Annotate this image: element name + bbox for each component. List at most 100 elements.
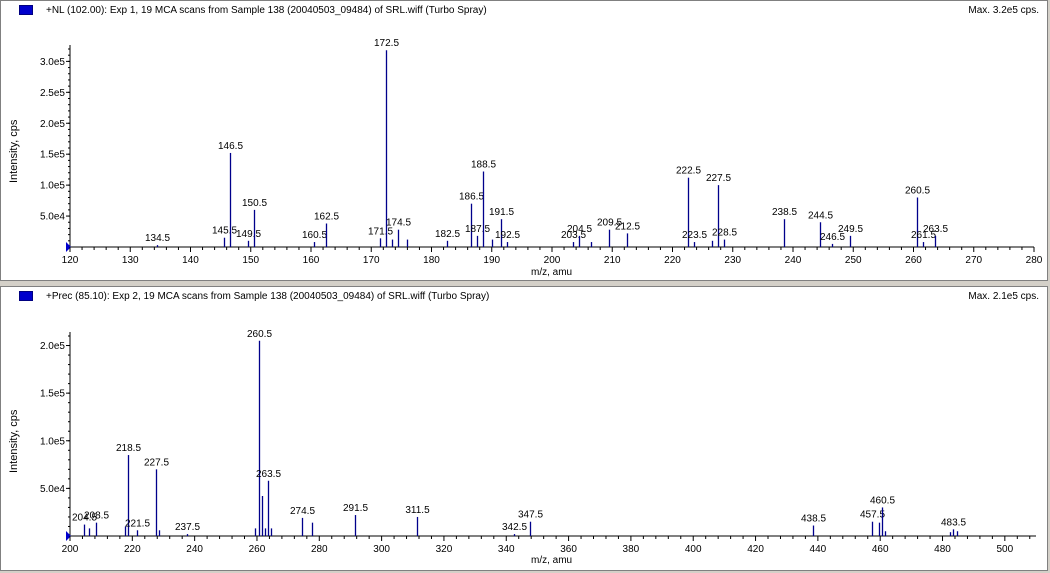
peak-label: 209.5 [597,218,622,229]
x-tick-label: 420 [747,544,764,555]
x-tick-label: 480 [934,544,951,555]
peak-label: 204.5 [567,224,592,235]
x-axis-label: m/z, amu [531,267,573,278]
x-tick-label: 220 [124,544,141,555]
peak-label: 249.5 [838,224,863,235]
x-tick-label: 210 [604,255,621,266]
axis-origin-marker-icon[interactable] [66,242,71,252]
peak-label: 192.5 [495,230,520,241]
peak-label: 457.5 [860,510,885,521]
x-axis-label: m/z, amu [531,555,573,566]
y-tick-label: 1.5e5 [40,150,65,161]
x-tick-label: 500 [996,544,1013,555]
y-tick-label: 1.0e5 [40,181,65,192]
x-tick-label: 260 [249,544,266,555]
peak-label: 238.5 [772,207,797,218]
axis-origin-marker-icon[interactable] [66,531,71,541]
peak-label: 263.5 [923,224,948,235]
peak-label: 149.5 [236,229,261,240]
peak-label: 203.5 [561,230,586,241]
series-marker-icon[interactable] [19,291,33,301]
peak-label: 146.5 [218,141,243,152]
peak-label: 227.5 [706,173,731,184]
peak-label: 186.5 [459,192,484,203]
x-tick-label: 400 [685,544,702,555]
peak-label: 263.5 [256,469,281,480]
x-tick-label: 270 [965,255,982,266]
peak-label: 246.5 [820,232,845,243]
peak-label: 182.5 [435,229,460,240]
peak-label: 347.5 [518,510,543,521]
peak-label: 204.5 [72,513,97,524]
max-intensity-label: Max. 3.2e5 cps. [968,5,1039,16]
x-tick-label: 220 [664,255,681,266]
peak-label: 191.5 [489,207,514,218]
peak-label: 160.5 [302,230,327,241]
x-tick-label: 180 [423,255,440,266]
peak-label: 187.5 [465,224,490,235]
peak-label: 171.5 [368,226,393,237]
peak-label: 227.5 [144,457,169,468]
panel-title: +Prec (85.10): Exp 2, 19 MCA scans from … [46,291,490,302]
x-tick-label: 240 [785,255,802,266]
x-tick-label: 230 [724,255,741,266]
spectrum-plot-nl[interactable]: 120 130 140 150 160 170 180 190 200 210 220 230 240 2… [1,1,1047,280]
x-tick-label: 160 [303,255,320,266]
series-marker-icon[interactable] [19,5,33,15]
x-tick-label: 460 [872,544,889,555]
max-intensity-label: Max. 2.1e5 cps. [968,291,1039,302]
peak-label: 145.5 [212,226,237,237]
x-tick-label: 320 [436,544,453,555]
peak-label: 260.5 [905,186,930,197]
x-tick-label: 150 [242,255,259,266]
peak-label: 438.5 [801,514,826,525]
panel-header: +Prec (85.10): Exp 2, 19 MCA scans from … [1,287,1047,305]
peak-label: 221.5 [125,518,150,529]
peak-label: 244.5 [808,210,833,221]
peak-label: 172.5 [374,38,399,49]
y-tick-label: 2.0e5 [40,341,65,352]
peak-label: 212.5 [615,221,640,232]
x-tick-label: 240 [186,544,203,555]
peak-label: 260.5 [247,329,272,340]
peak-label: 208.5 [84,511,109,522]
peak-label: 223.5 [682,230,707,241]
panel-header: +NL (102.00): Exp 1, 19 MCA scans from S… [1,1,1047,19]
peak-label: 483.5 [941,517,966,528]
y-tick-label: 1.5e5 [40,389,65,400]
x-tick-label: 130 [122,255,139,266]
x-tick-label: 200 [544,255,561,266]
spectrum-panel-nl: +NL (102.00): Exp 1, 19 MCA scans from S… [0,0,1048,281]
peak-label: 342.5 [502,522,527,533]
x-tick-label: 170 [363,255,380,266]
x-tick-label: 280 [1026,255,1043,266]
peak-label: 274.5 [290,506,315,517]
y-tick-label: 2.0e5 [40,119,65,130]
x-tick-label: 300 [373,544,390,555]
x-tick-label: 190 [483,255,500,266]
peak-label: 150.5 [242,198,267,209]
spectrum-panel-prec: +Prec (85.10): Exp 2, 19 MCA scans from … [0,286,1048,571]
x-tick-label: 440 [810,544,827,555]
x-tick-label: 380 [623,544,640,555]
y-tick-label: 5.0e4 [40,484,65,495]
spectrum-plot-prec[interactable]: 200 220 240 260 280 300 320 340 360 380 400 420 440 4… [1,287,1047,570]
peak-label: 228.5 [712,228,737,239]
x-tick-label: 250 [845,255,862,266]
peak-label: 261.5 [911,230,936,241]
peak-label: 134.5 [145,233,170,244]
peak-label: 311.5 [405,505,430,516]
peak-label: 237.5 [175,522,200,533]
x-tick-label: 340 [498,544,515,555]
peak-label: 218.5 [116,443,141,454]
peak-label: 460.5 [870,495,895,506]
y-tick-label: 5.0e4 [40,212,65,223]
peak-label: 174.5 [386,218,411,229]
y-tick-label: 3.0e5 [40,57,65,68]
x-tick-label: 200 [62,544,79,555]
x-tick-label: 120 [62,255,79,266]
peak-label: 162.5 [314,211,339,222]
peak-label: 222.5 [676,166,701,177]
panel-title: +NL (102.00): Exp 1, 19 MCA scans from S… [46,5,487,16]
x-tick-label: 280 [311,544,328,555]
